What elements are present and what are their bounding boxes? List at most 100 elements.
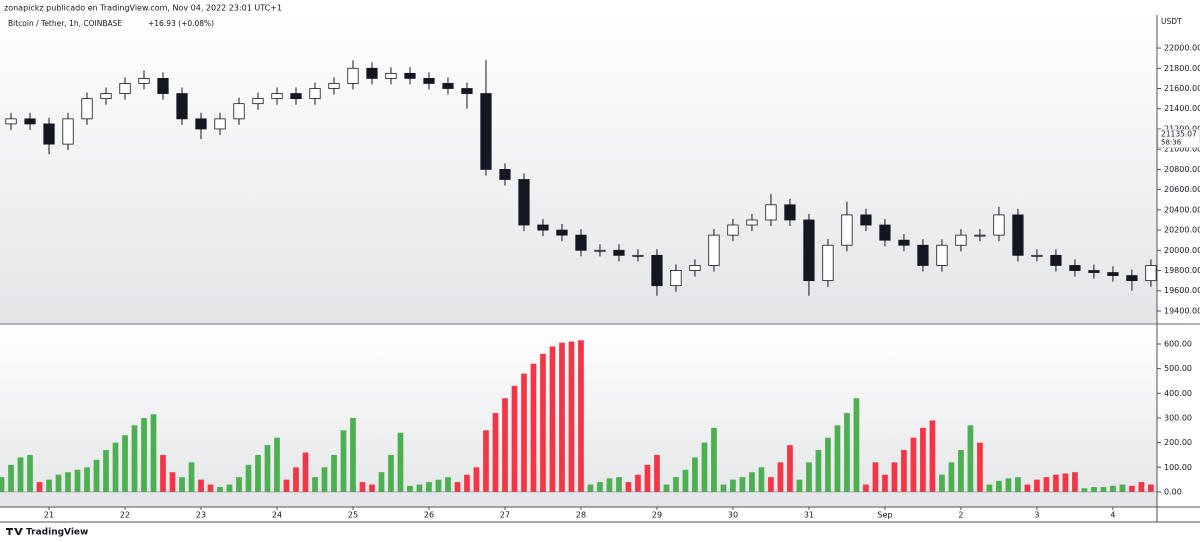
histogram-bar xyxy=(255,454,261,492)
y-tick-label: 20400.00 xyxy=(1164,205,1200,214)
candle-body xyxy=(670,270,682,287)
y-tick-label: 21000.00 xyxy=(1164,145,1200,154)
candle-body xyxy=(879,224,891,241)
histogram-bar xyxy=(226,484,233,492)
histogram-bar xyxy=(27,454,33,492)
candle-body xyxy=(1069,265,1081,271)
histogram-bar xyxy=(758,467,765,492)
histogram-bar xyxy=(46,479,52,492)
histogram-bar xyxy=(692,457,698,492)
candle-body xyxy=(385,72,397,79)
x-tick-label: Sep xyxy=(877,511,892,520)
candle-body xyxy=(271,93,283,100)
candle-body xyxy=(290,93,302,100)
histogram-bar xyxy=(416,484,423,492)
histogram-bar xyxy=(939,474,945,492)
candle-body xyxy=(708,234,720,266)
histogram-bar xyxy=(834,425,841,492)
candle-body xyxy=(5,118,17,125)
x-tick-label: 29 xyxy=(652,511,662,520)
histogram-bar xyxy=(958,450,964,492)
candle-body xyxy=(936,244,948,266)
histogram-bar xyxy=(929,420,936,492)
histogram-bar xyxy=(473,467,480,492)
candle-body xyxy=(917,244,929,266)
histogram-bar xyxy=(426,482,432,492)
header-title: zonapickz publicado en TradingView.com, … xyxy=(4,4,282,13)
histogram-bar xyxy=(853,398,860,492)
price-pane xyxy=(0,15,1157,323)
x-tick-label: 30 xyxy=(728,511,738,520)
histogram-bar xyxy=(597,482,603,492)
histogram-bar xyxy=(1100,487,1107,492)
histogram-bar xyxy=(530,363,537,492)
candle-body xyxy=(1012,214,1024,256)
x-tick-label: 24 xyxy=(272,511,282,520)
candle-body xyxy=(62,118,74,145)
histogram-bar xyxy=(796,479,803,492)
histogram-bar xyxy=(863,484,869,492)
footer-logo: TradingView xyxy=(6,528,88,538)
histogram-bar xyxy=(768,477,774,492)
histogram-bar xyxy=(806,462,812,492)
histogram-bar xyxy=(36,482,43,492)
histogram-bar xyxy=(207,484,214,492)
histogram-bar xyxy=(568,341,575,492)
histogram-bar xyxy=(1062,473,1069,492)
histogram-bar xyxy=(150,414,157,492)
histogram-bar xyxy=(920,427,926,492)
candle-body xyxy=(1107,272,1119,276)
histogram-bar xyxy=(302,452,309,492)
histogram-bar xyxy=(882,474,888,492)
histogram-bar xyxy=(1043,477,1050,492)
histogram-bar xyxy=(815,450,822,492)
candle-body xyxy=(727,224,739,236)
histogram-bar xyxy=(1053,474,1059,492)
histogram-bar xyxy=(578,340,584,492)
histogram-bar xyxy=(112,442,119,492)
histogram-bar xyxy=(0,477,5,492)
axis-unit: USDT xyxy=(1161,17,1182,26)
candle-body xyxy=(328,83,340,89)
price-label-box xyxy=(1157,129,1200,149)
x-tick-label: 21 xyxy=(44,511,54,520)
histogram-bar xyxy=(587,484,594,492)
histogram-bar xyxy=(188,462,195,492)
histogram-bar xyxy=(378,472,385,492)
y-tick-label: 20600.00 xyxy=(1164,185,1200,194)
histogram-bar xyxy=(283,479,290,492)
histogram-bar xyxy=(93,459,100,492)
x-tick-label: 23 xyxy=(196,511,206,520)
y-tick-label: 0.00 xyxy=(1164,487,1182,496)
histogram-bar xyxy=(340,430,347,492)
histogram-bar xyxy=(274,437,280,492)
histogram-bar xyxy=(948,462,955,492)
histogram-bar xyxy=(730,479,736,492)
histogram-bar xyxy=(910,437,917,492)
x-tick-label: 27 xyxy=(500,511,510,520)
candle-body xyxy=(157,77,169,94)
histogram-bar xyxy=(654,454,660,492)
histogram-bar xyxy=(84,467,90,492)
candle-body xyxy=(480,93,492,170)
histogram-bar xyxy=(644,464,651,492)
histogram-bar xyxy=(1081,488,1088,492)
histogram-bar xyxy=(454,482,461,492)
histogram-bar xyxy=(1091,487,1097,492)
candle-body xyxy=(366,67,378,79)
histogram-bar xyxy=(122,435,128,492)
histogram-bar xyxy=(8,464,14,492)
x-tick-label: 28 xyxy=(576,511,586,520)
candle-body xyxy=(24,118,36,125)
candle-body xyxy=(1050,254,1062,266)
histogram-bar xyxy=(1129,485,1135,492)
histogram-bar xyxy=(720,484,727,492)
histogram-bar xyxy=(464,474,470,492)
histogram-bar xyxy=(350,417,356,492)
histogram-bar xyxy=(103,450,109,492)
candle-body xyxy=(499,169,511,180)
countdown: 58:36 xyxy=(1161,139,1182,147)
histogram-bar xyxy=(1138,482,1145,492)
candle-body xyxy=(233,103,245,120)
histogram-bar xyxy=(1119,484,1126,492)
